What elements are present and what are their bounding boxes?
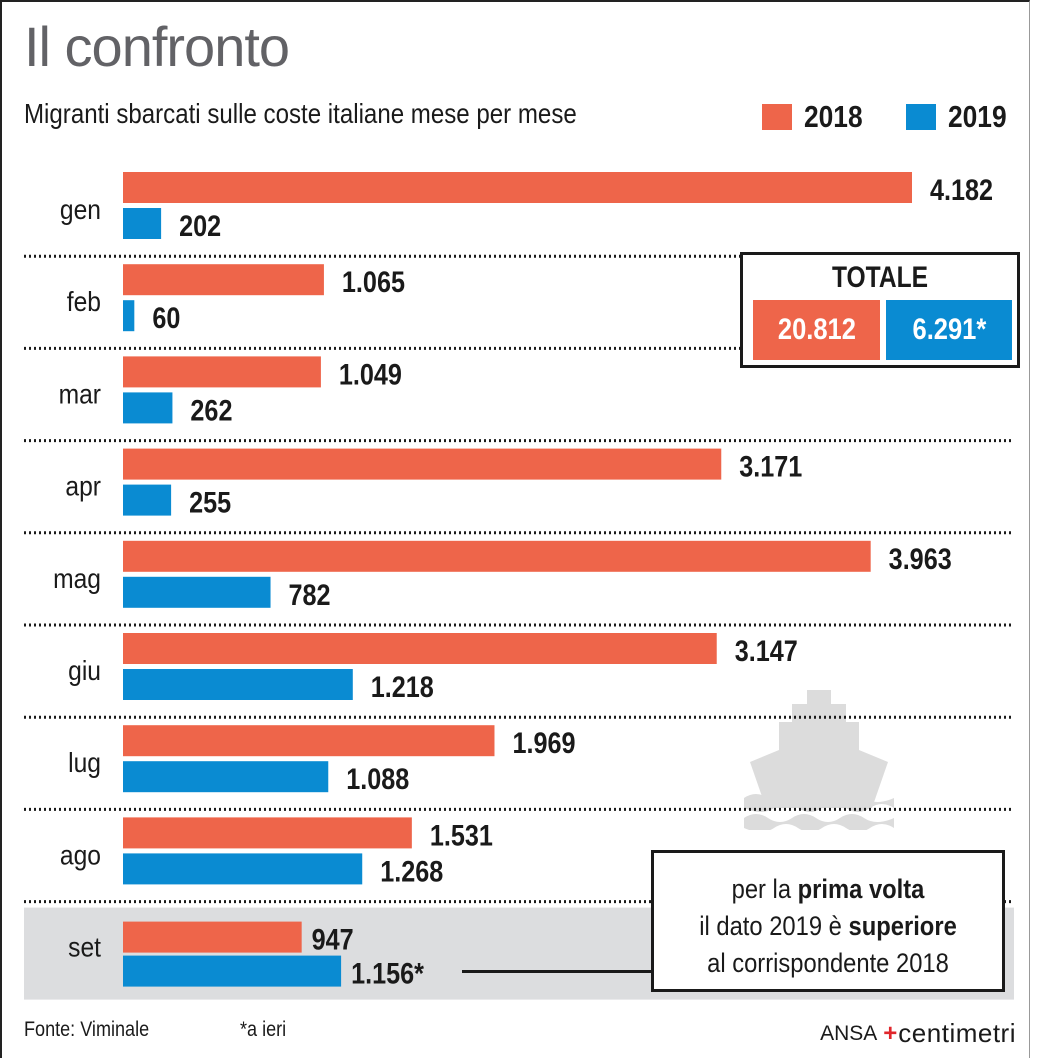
- bar-2018-feb: [123, 264, 324, 296]
- note-text: per la: [731, 874, 798, 904]
- legend-item-2019: 2019: [906, 99, 1017, 134]
- bar-2019-mar: [123, 392, 173, 424]
- bar-2018-mag: [123, 540, 871, 572]
- totale-2019-value: 6.291*: [912, 313, 986, 346]
- value-label-2018-mag: 3.963: [889, 542, 952, 576]
- note-emphasis: prima volta: [797, 874, 925, 904]
- value-label-2019-apr: 255: [189, 486, 231, 520]
- note-text: al corrispondente 2018: [707, 948, 949, 978]
- bar-2019-mag: [123, 576, 271, 608]
- bar-2019-lug: [123, 761, 329, 793]
- bar-2018-giu: [123, 633, 717, 664]
- legend-label-2019: 2019: [948, 99, 1007, 134]
- category-label-mag: mag: [53, 562, 101, 594]
- bar-2019-set: [123, 955, 342, 987]
- bar-2018-set: [123, 921, 302, 953]
- value-label-2019-lug: 1.088: [346, 762, 409, 796]
- value-label-2018-gen: 4.182: [930, 173, 993, 207]
- bar-2018-apr: [123, 448, 722, 480]
- bar-2018-lug: [123, 725, 495, 757]
- category-label-apr: apr: [65, 470, 101, 502]
- value-label-2018-mar: 1.049: [339, 357, 402, 391]
- bar-2019-giu: [123, 669, 353, 700]
- bar-2018-ago: [123, 817, 412, 849]
- source-credit: Fonte: Viminale: [24, 1018, 150, 1041]
- category-label-ago: ago: [60, 839, 101, 871]
- category-label-gen: gen: [60, 194, 101, 226]
- category-label-mar: mar: [59, 378, 102, 410]
- value-label-2019-giu: 1.218: [371, 670, 434, 704]
- bar-2019-apr: [123, 484, 172, 516]
- annotation-connector-line: [462, 970, 651, 973]
- bar-2019-feb: [123, 300, 135, 332]
- value-label-2018-set: 947: [312, 923, 354, 957]
- brand-centimetri: centimetri: [898, 1018, 1016, 1048]
- totale-heading: TOTALE: [831, 261, 929, 294]
- totale-box: TOTALE 20.812 6.291*: [740, 252, 1020, 368]
- category-label-feb: feb: [67, 286, 101, 318]
- totale-2018-value: 20.812: [777, 313, 856, 346]
- note-emphasis: superiore: [848, 911, 957, 941]
- legend-item-2018: 2018: [762, 99, 873, 134]
- value-label-2019-set: 1.156*: [351, 957, 424, 991]
- bar-2019-ago: [123, 853, 363, 885]
- plus-icon: +: [883, 1019, 898, 1047]
- brand-logo: ANSA + centimetri: [820, 1018, 1016, 1049]
- totale-2018: 20.812: [753, 300, 880, 360]
- category-label-giu: giu: [68, 655, 101, 687]
- value-label-2019-mar: 262: [190, 393, 232, 427]
- value-label-2018-feb: 1.065: [342, 265, 405, 299]
- footnote: *a ieri: [240, 1018, 287, 1041]
- totale-2019: 6.291*: [886, 300, 1012, 360]
- note-text: il dato 2019 è: [699, 911, 849, 941]
- category-label-set: set: [68, 931, 101, 963]
- value-label-2019-feb: 60: [152, 301, 180, 335]
- legend-label-2018: 2018: [804, 99, 863, 134]
- bar-2019-gen: [123, 208, 162, 239]
- page-title: Il confronto: [24, 15, 290, 78]
- value-label-2018-giu: 3.147: [735, 634, 798, 668]
- chart-subtitle: Migranti sbarcati sulle coste italiane m…: [24, 98, 577, 129]
- legend-swatch-2019: [906, 104, 936, 130]
- brand-ansa: ANSA: [820, 1021, 878, 1045]
- bar-2018-mar: [123, 356, 321, 388]
- category-label-lug: lug: [68, 747, 101, 779]
- value-label-2019-gen: 202: [179, 209, 221, 243]
- legend-swatch-2018: [762, 104, 792, 130]
- value-label-2018-ago: 1.531: [430, 818, 493, 852]
- annotation-note: per la prima volta il dato 2019 è superi…: [651, 850, 1005, 992]
- value-label-2018-lug: 1.969: [512, 726, 575, 760]
- bar-2018-gen: [123, 172, 912, 203]
- value-label-2019-mag: 782: [289, 578, 331, 612]
- value-label-2018-apr: 3.171: [739, 450, 802, 484]
- value-label-2019-ago: 1.268: [380, 854, 443, 888]
